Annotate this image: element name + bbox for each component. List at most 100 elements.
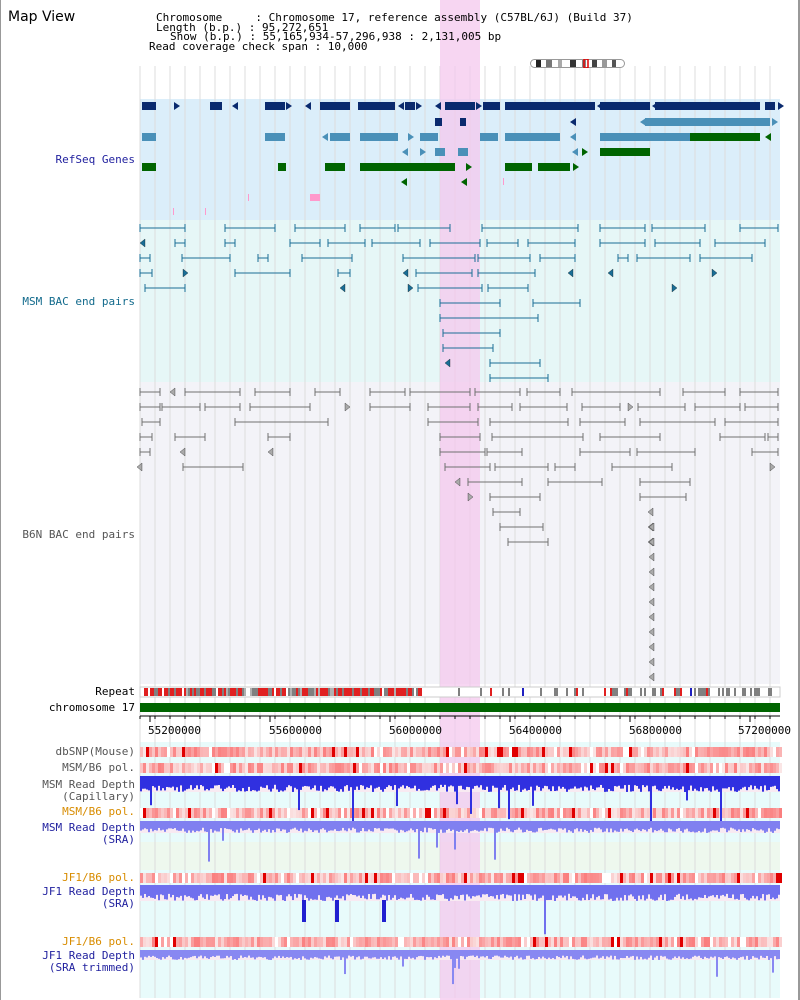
dbsnp-cell <box>461 747 464 757</box>
jf1-trim-depth-bar <box>498 950 500 957</box>
jf1-b6-pol-cell <box>479 937 482 947</box>
jf1-trim-depth-bar <box>596 950 598 956</box>
msm-sra-depth-bar <box>776 821 778 829</box>
jf1-sra-depth-bar <box>532 885 534 900</box>
msm-cap-depth-bar <box>522 776 524 790</box>
jf1-sra-depth-bar <box>326 885 328 898</box>
jf1-trim-depth-bar <box>694 950 696 956</box>
msm-b6-pol-cell <box>158 763 161 773</box>
dbsnp-cell <box>683 747 686 757</box>
track-label-msm-read-cap[interactable]: MSM Read Depth <box>42 778 135 791</box>
jf1-sra-depth-bar <box>620 885 622 898</box>
jf1-b6-pol-cell <box>641 937 644 947</box>
dbsnp-cell <box>239 747 242 757</box>
repeat-element <box>400 688 402 696</box>
jf1-b6-pol-cell <box>377 937 380 947</box>
track-label-msm-b6-pol-2[interactable]: MSM/B6 pol. <box>62 805 135 818</box>
track-label-dbsnp[interactable]: dbSNP(Mouse) <box>55 745 135 758</box>
track-label-jf1-b6-pol-2[interactable]: JF1/B6 pol. <box>62 935 135 948</box>
jf1-sra-depth-bar <box>634 885 636 899</box>
dbsnp-cell <box>413 747 416 757</box>
msm-sra-depth-bar <box>336 821 338 831</box>
jf1-sra-depth-bar <box>504 885 506 899</box>
jf1-trim-depth-bar <box>640 950 642 957</box>
track-label-jf1-read-trim[interactable]: JF1 Read Depth <box>42 949 135 962</box>
jf1-trim-depth-bar <box>386 950 388 960</box>
msm-b6-pol-cell <box>407 808 410 818</box>
msm-sra-depth-bar <box>404 821 406 833</box>
msm-b6-pol-cell <box>662 808 665 818</box>
jf1-trim-depth-bar <box>636 950 638 957</box>
jf1-sra-depth-bar <box>324 885 326 901</box>
dbsnp-cell <box>356 747 359 757</box>
msm-b6-pol-cell <box>203 808 206 818</box>
track-label-msm-bac[interactable]: MSM BAC end pairs <box>22 295 135 308</box>
track-label-repeat[interactable]: Repeat <box>95 685 135 698</box>
msm-cap-depth-bar <box>342 776 344 792</box>
msm-b6-pol-cell <box>170 808 173 818</box>
msm-cap-depth-bar <box>722 776 724 789</box>
msm-b6-pol-cell <box>557 763 560 773</box>
repeat-element <box>690 688 692 696</box>
b6n-bac-end <box>648 642 655 652</box>
jf1-trim-depth-bar <box>304 950 306 959</box>
track-label-b6n-bac[interactable]: B6N BAC end pairs <box>22 528 135 541</box>
jf1-trim-depth-bar <box>514 950 516 958</box>
jf1-trim-depth-bar <box>728 950 730 958</box>
jf1-trim-depth-bar <box>538 950 540 957</box>
msm-b6-pol-cell <box>539 808 542 818</box>
jf1-trim-depth-bar <box>344 950 346 975</box>
msm-sra-depth-bar <box>320 821 322 830</box>
repeat-element <box>702 688 704 696</box>
dbsnp-cell <box>488 747 491 757</box>
msm-cap-depth-bar <box>738 776 740 791</box>
track-label-msm-b6-pol-1[interactable]: MSM/B6 pol. <box>62 761 135 774</box>
track-label-msm-read-sra-sub: (SRA) <box>101 833 135 846</box>
jf1-b6-pol-cell <box>254 937 257 947</box>
msm-sra-depth-bar <box>624 821 626 830</box>
msm-b6-pol-cell <box>293 763 296 773</box>
b6n-bac-end <box>648 657 655 667</box>
dbsnp-cell <box>536 747 539 757</box>
msm-cap-depth-bar <box>282 776 284 792</box>
msm-cap-depth-bar <box>232 776 234 786</box>
jf1-sra-depth-bar <box>670 885 672 900</box>
msm-b6-pol-cell <box>209 763 212 773</box>
jf1-sra-depth-bar <box>348 885 350 896</box>
msm-sra-depth-bar <box>200 821 202 831</box>
track-label-jf1-read-sra[interactable]: JF1 Read Depth <box>42 885 135 898</box>
jf1-sra-depth-bar <box>150 885 152 898</box>
msm-cap-depth-bar <box>432 776 434 786</box>
msm-cap-depth-bar <box>674 776 676 790</box>
msm-cap-depth-bar <box>292 776 294 792</box>
msm-b6-pol-cell <box>527 763 530 773</box>
track-label-refseq[interactable]: RefSeq Genes <box>55 153 135 166</box>
jf1-b6-pol-cell <box>575 873 578 883</box>
msm-cap-depth-bar <box>406 776 408 786</box>
repeat-element <box>344 688 346 696</box>
msm-sra-depth-bar <box>288 821 290 833</box>
msm-b6-pol-cell <box>497 808 500 818</box>
gene-block <box>480 133 498 141</box>
chromosome-ideogram[interactable] <box>530 53 625 69</box>
msm-cap-depth-bar <box>710 776 712 792</box>
msm-b6-pol-cell <box>284 763 287 773</box>
msm-b6-pol-cell <box>236 808 239 818</box>
jf1-trim-depth-bar <box>722 950 724 959</box>
msm-sra-depth-bar <box>392 821 394 829</box>
jf1-b6-pol-cell <box>581 873 584 883</box>
track-label-jf1-b6-pol-1[interactable]: JF1/B6 pol. <box>62 871 135 884</box>
track-label-msm-read-sra[interactable]: MSM Read Depth <box>42 821 135 834</box>
msm-sra-depth-bar <box>620 821 622 829</box>
msm-sra-depth-bar <box>710 821 712 832</box>
jf1-sra-depth-bar <box>542 885 544 896</box>
jf1-b6-pol-cell <box>185 937 188 947</box>
jf1-b6-pol-cell <box>746 873 749 883</box>
gene-arrow <box>286 102 292 110</box>
repeat-element <box>522 688 524 696</box>
msm-sra-depth-bar <box>268 821 270 830</box>
jf1-trim-depth-bar <box>256 950 258 958</box>
msm-b6-pol-cell <box>728 763 731 773</box>
msm-sra-depth-bar <box>768 821 770 829</box>
b6n-bac-end <box>179 447 186 457</box>
